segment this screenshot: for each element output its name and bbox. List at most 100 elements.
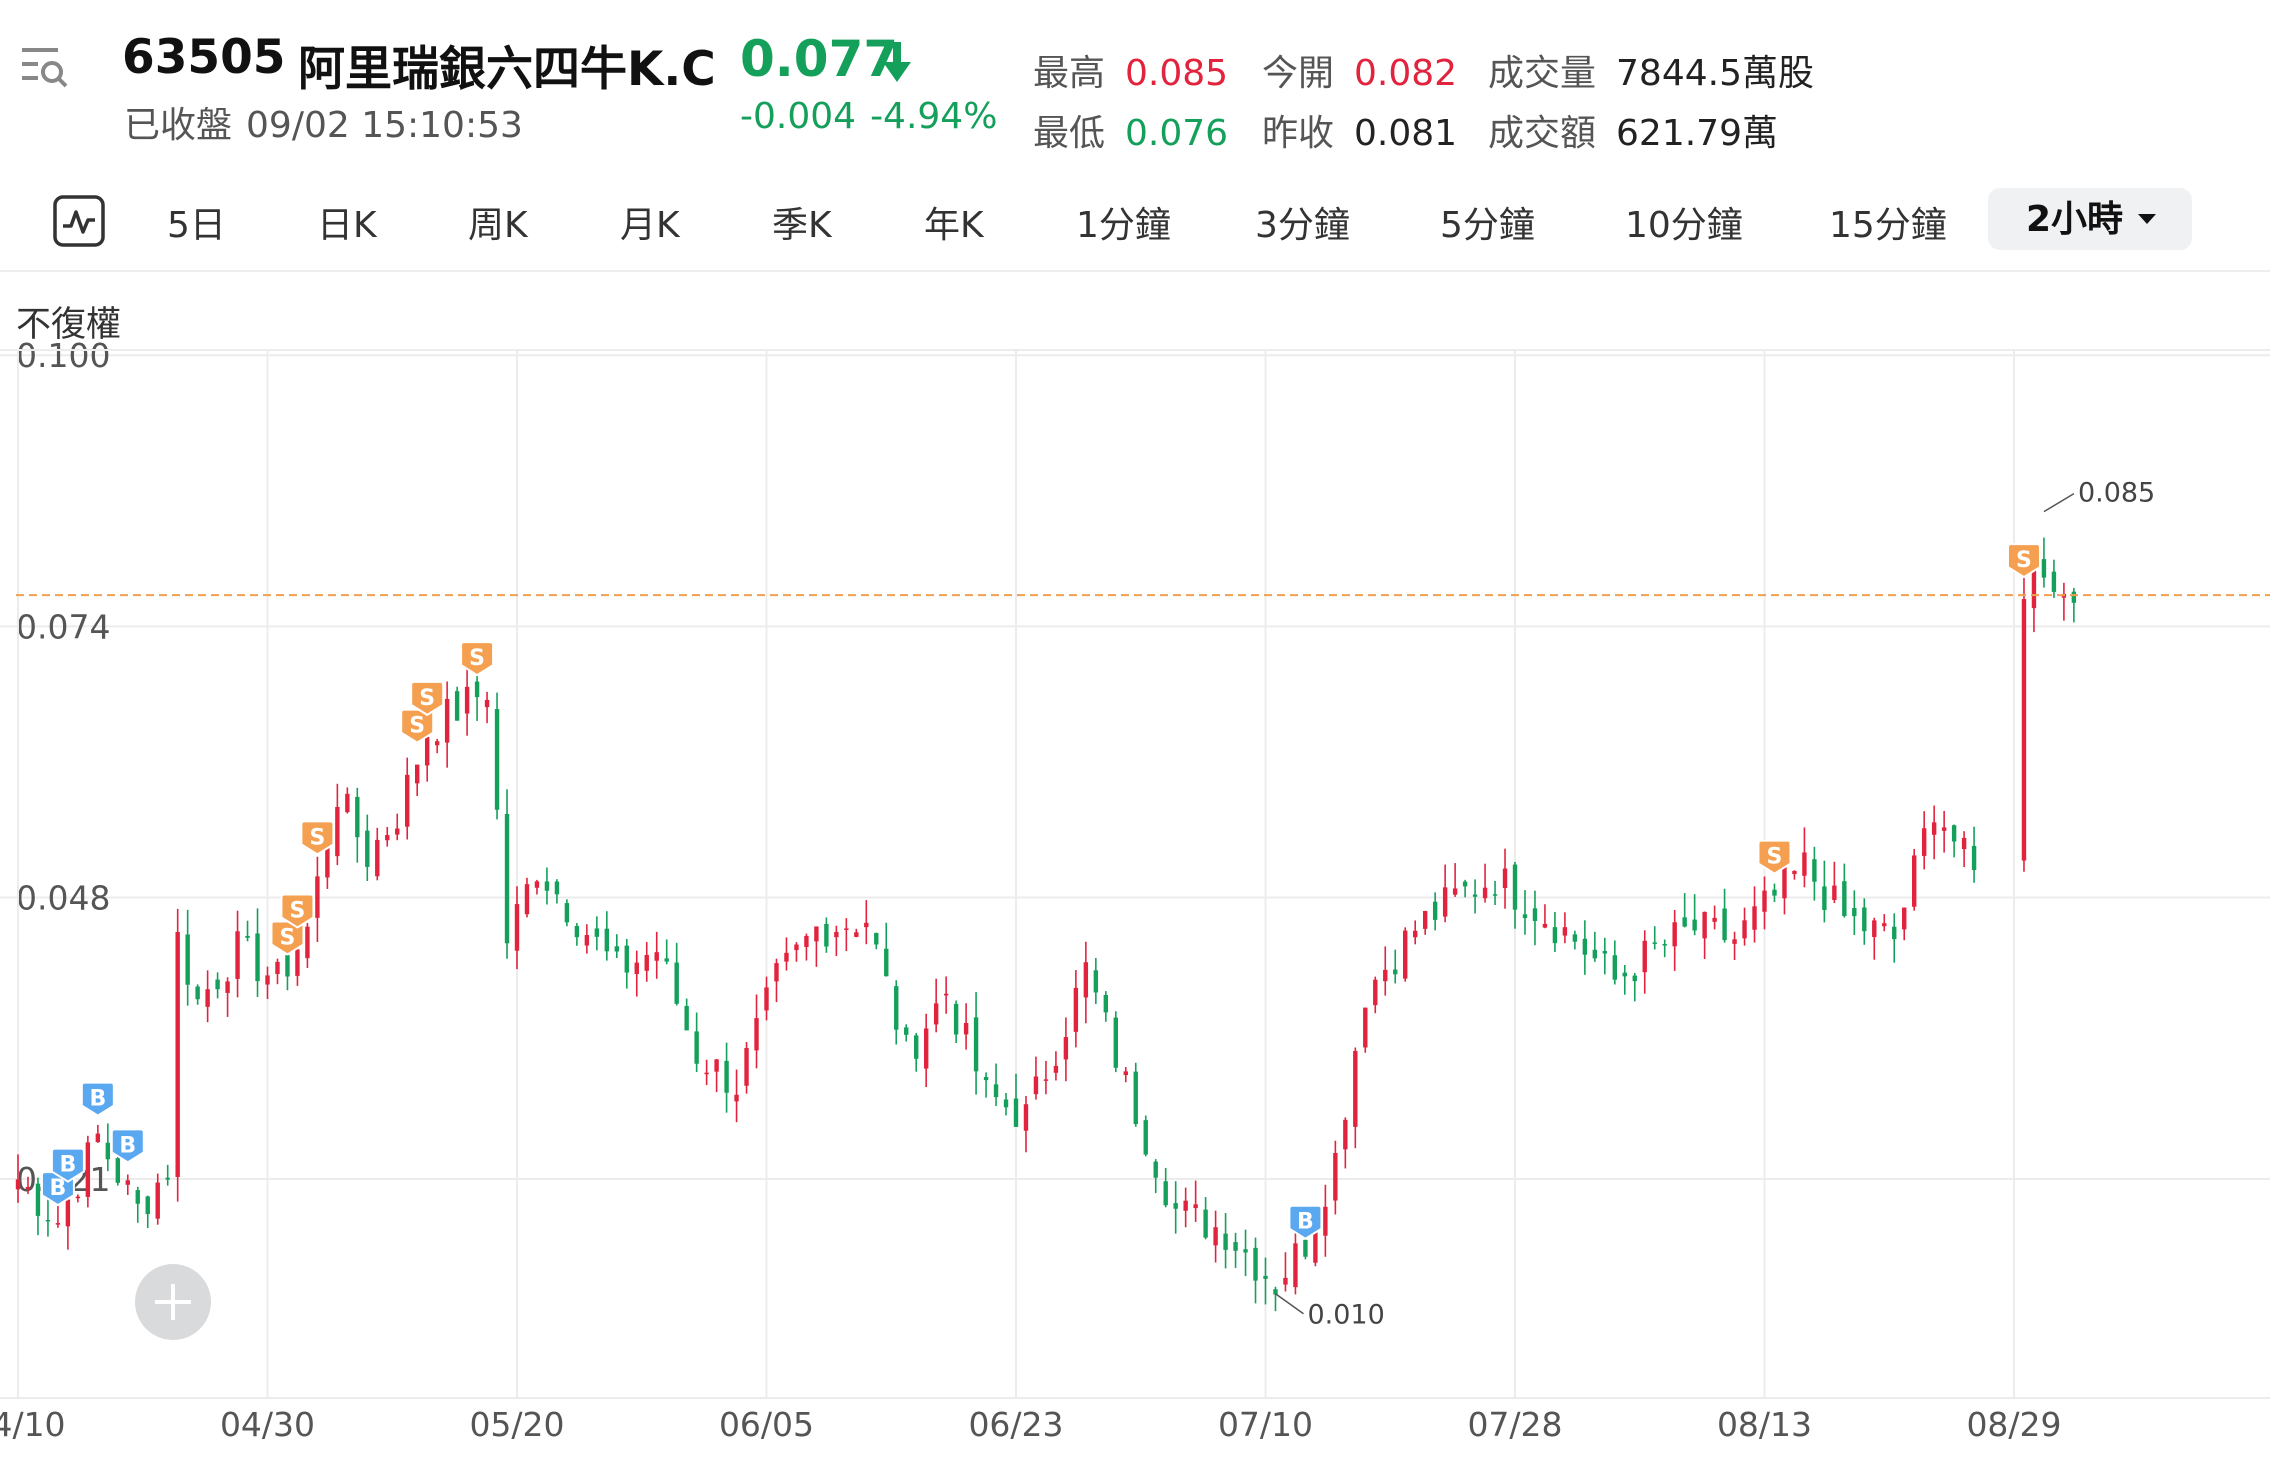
candle-body [834, 931, 839, 938]
candle-body [115, 1158, 120, 1183]
candle-body [1832, 885, 1837, 900]
candle-body [1213, 1227, 1218, 1246]
candle-body [95, 1133, 101, 1143]
stat-value: 621.79萬 [1616, 113, 1778, 154]
candle-body [1692, 919, 1697, 931]
add-indicator-button[interactable] [135, 1264, 211, 1340]
candle-body [514, 904, 520, 951]
sell-marker[interactable]: S [1757, 839, 1792, 875]
candle-body [355, 796, 360, 838]
x-tick-label: 06/23 [968, 1405, 1063, 1444]
quote-header: 63505 阿里瑞銀六四牛K.C 已收盤 09/02 15:10:53 0.077… [0, 0, 2270, 170]
candle-body [1323, 1206, 1328, 1236]
y-tick-label: 0.048 [16, 878, 110, 917]
candle-body [275, 961, 280, 975]
x-tick-label: 08/13 [1717, 1405, 1812, 1444]
buy-marker[interactable]: B [50, 1147, 85, 1183]
candle-body [1462, 881, 1468, 887]
candle-body [55, 1223, 61, 1225]
candle-body [1153, 1161, 1158, 1178]
sell-marker[interactable]: S [400, 708, 435, 744]
candle-body [1383, 969, 1388, 982]
x-tick-label: 07/28 [1467, 1405, 1562, 1444]
candle-body [135, 1190, 140, 1204]
last-price: 0.077 [740, 30, 899, 88]
candle-body [664, 958, 669, 962]
candle-body [1512, 864, 1518, 910]
buy-marker[interactable]: B [1288, 1204, 1323, 1240]
tab-1-min[interactable]: 1分鐘 [1076, 205, 1171, 246]
candle-body [155, 1182, 160, 1219]
candle-body [415, 764, 420, 784]
candle-body [814, 926, 819, 942]
candle-body [375, 839, 380, 877]
stat-low: 最低 0.076 [1033, 104, 1228, 156]
candle-body [1892, 926, 1897, 940]
candle-body [235, 931, 240, 979]
sell-marker[interactable]: S [460, 641, 495, 677]
marker-letter: S [280, 925, 296, 950]
stat-label: 最低 [1033, 113, 1106, 154]
candle-body [2041, 559, 2047, 578]
stat-value: 0.085 [1125, 53, 1229, 94]
stat-label: 最高 [1033, 53, 1106, 94]
candle-body [175, 932, 180, 1177]
tab-15-min[interactable]: 15分鐘 [1829, 205, 1947, 246]
candle-body [704, 1072, 709, 1075]
candle-body [1173, 1203, 1178, 1209]
candle-body [1532, 908, 1538, 921]
candle-body [1063, 1037, 1069, 1060]
tab-year-k[interactable]: 年K [924, 205, 984, 246]
candle-body [1792, 870, 1797, 875]
candle-body [644, 955, 649, 971]
buy-marker[interactable]: B [110, 1128, 145, 1164]
sell-marker[interactable]: S [410, 680, 445, 717]
candle-body [734, 1094, 739, 1102]
tab-month-k[interactable]: 月K [620, 205, 680, 246]
tab-2-hour-dropdown[interactable]: 2小時 [1988, 188, 2192, 250]
tab-10-min[interactable]: 10分鐘 [1625, 205, 1743, 246]
candle-body [65, 1199, 71, 1227]
candle-body [1552, 927, 1558, 944]
menu-search-icon[interactable] [18, 40, 70, 92]
period-tabs: 5日 日K 周K 月K 季K 年K 1分鐘 3分鐘 5分鐘 10分鐘 15分鐘 … [0, 180, 2270, 272]
candle-body [464, 686, 470, 714]
low-annotation-line [1275, 1293, 1304, 1315]
marker-letter: B [60, 1153, 77, 1178]
stat-volume: 成交量 7844.5萬股 [1488, 44, 1814, 96]
tab-quarter-k[interactable]: 季K [772, 205, 832, 246]
sell-marker[interactable]: S [280, 893, 315, 929]
tab-5-day[interactable]: 5日 [167, 205, 226, 246]
tab-week-k[interactable]: 周K [468, 205, 528, 246]
sell-marker[interactable]: S [300, 820, 335, 856]
tab-day-k[interactable]: 日K [317, 205, 377, 246]
tab-3-min[interactable]: 3分鐘 [1255, 205, 1350, 246]
candle-body [15, 1179, 21, 1190]
candle-body [1882, 923, 1887, 927]
candle-body [145, 1196, 150, 1215]
stat-high: 最高 0.085 [1033, 44, 1228, 96]
candle-body [1941, 827, 1947, 831]
line-chart-icon[interactable] [52, 194, 106, 248]
candle-body [1971, 845, 1977, 870]
candle-body [983, 1077, 989, 1081]
candle-body [654, 952, 659, 961]
candle-body [604, 928, 610, 952]
sell-marker[interactable]: S [2006, 543, 2041, 579]
candle-body [1921, 828, 1927, 856]
stat-value: 0.081 [1354, 113, 1458, 154]
candle-body [544, 881, 550, 891]
candlestick-chart[interactable]: 0.1000.0740.0480.02104/1004/3005/2006/05… [0, 330, 2270, 1465]
marker-badge [280, 893, 315, 929]
stat-prev-close: 昨收 0.081 [1262, 104, 1457, 156]
tab-5-min[interactable]: 5分鐘 [1440, 205, 1535, 246]
price-adjustment-label[interactable]: 不復權 [16, 305, 122, 345]
candle-body [953, 1003, 959, 1035]
candle-body [424, 736, 430, 766]
candle-body [1193, 1204, 1198, 1209]
candle-body [1522, 914, 1528, 919]
buy-marker[interactable]: B [80, 1081, 115, 1117]
stock-name: 阿里瑞銀六四牛K.C [298, 42, 716, 97]
candle-body [1103, 994, 1109, 1013]
stat-label: 昨收 [1262, 113, 1335, 154]
